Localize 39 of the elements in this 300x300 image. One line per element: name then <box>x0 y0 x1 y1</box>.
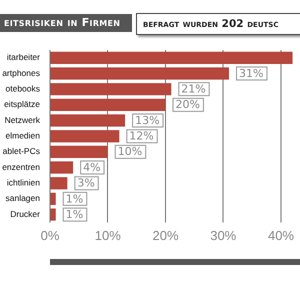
data-label: 20% <box>175 98 200 112</box>
bar <box>50 67 230 80</box>
bar <box>50 146 108 158</box>
x-tick-label: 20% <box>152 228 179 243</box>
bar <box>50 98 166 111</box>
y-tick-label: itarbeiter <box>6 52 40 62</box>
y-tick-label: Netzwerk <box>4 114 41 125</box>
y-tick-label: Drucker <box>10 208 40 219</box>
data-label: 13% <box>135 114 160 127</box>
data-label: 31% <box>239 66 264 80</box>
x-tick-label: 10% <box>94 228 122 243</box>
x-tick-label: 0% <box>40 228 60 243</box>
data-label: 21% <box>181 82 206 96</box>
y-tick-label: ablet-PCs <box>2 146 40 156</box>
x-tick-label: 40% <box>268 228 294 243</box>
chart-subtitle: befragt wurden 202 deutsc <box>136 13 300 35</box>
data-label: 12% <box>129 130 154 143</box>
chart-title: eitsrisiken in Firmen <box>0 14 132 32</box>
data-label: 4% <box>83 160 101 174</box>
y-tick-label: eitsplätze <box>4 99 40 110</box>
bar <box>50 52 293 64</box>
y-tick-label: ichtlinien <box>6 178 40 188</box>
bar <box>50 83 172 96</box>
y-tick-label: sanlagen <box>5 193 40 204</box>
data-label: 10% <box>118 145 142 158</box>
bar <box>50 177 68 190</box>
data-label: 3% <box>77 176 95 190</box>
x-tick-label: 30% <box>210 228 237 243</box>
bar <box>50 192 56 206</box>
y-tick-label: enzentren <box>2 162 40 172</box>
data-label: 1% <box>66 192 84 206</box>
bar <box>50 208 56 221</box>
y-tick-label: elmedien <box>6 130 40 141</box>
data-label: 1% <box>66 208 84 221</box>
bar <box>50 161 74 174</box>
y-tick-label: otebooks <box>6 84 40 94</box>
bar <box>50 130 120 142</box>
y-tick-label: artphones <box>2 68 40 78</box>
bar <box>50 114 126 127</box>
